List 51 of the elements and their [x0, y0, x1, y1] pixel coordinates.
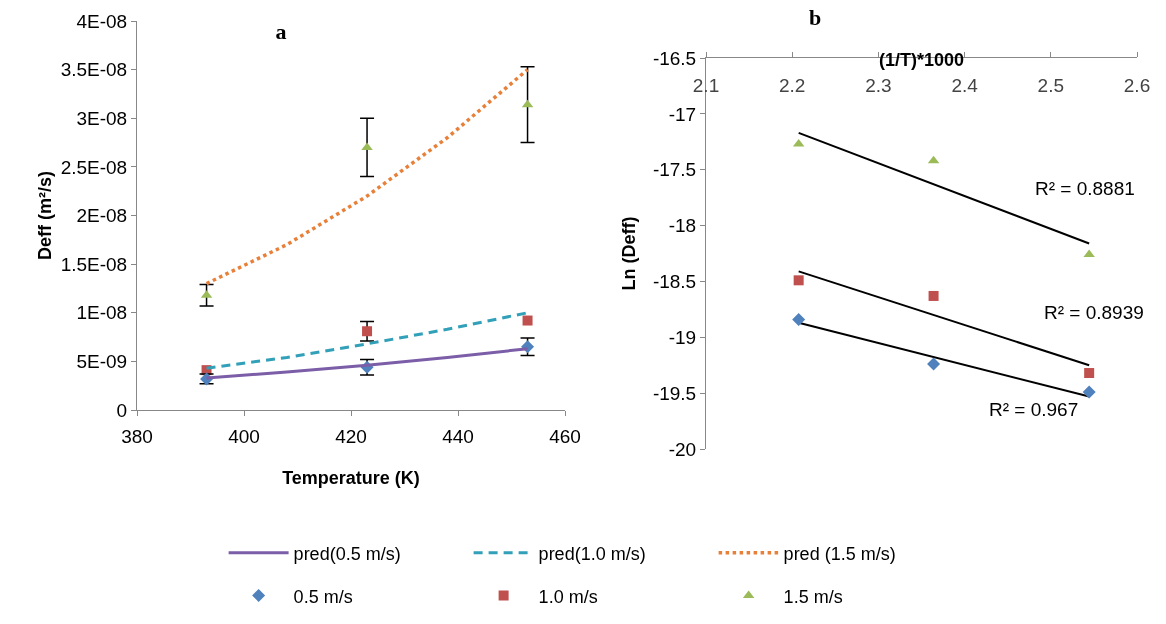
y-tick-label: 5E-09: [76, 351, 128, 373]
legend-label: 1.5 m/s: [783, 586, 843, 607]
x-tick-label: 2.5: [1037, 75, 1065, 97]
legend-label: 0.5 m/s: [293, 586, 353, 607]
point: [927, 357, 941, 371]
point: [1083, 249, 1095, 258]
line-series: [204, 67, 530, 286]
y-axis-title: Deff (m²/s): [34, 171, 55, 260]
y-tick-label: 3.5E-08: [60, 59, 128, 81]
x-tick-label: 2.3: [865, 75, 892, 97]
y-tick-label: -19.5: [652, 382, 697, 404]
annotation: R² = 0.967: [989, 399, 1079, 420]
chart-title: b: [808, 5, 822, 31]
y-tick-label: -17.5: [652, 159, 697, 181]
legend-label: 1.0 m/s: [538, 586, 598, 607]
x-axis-title: Temperature (K): [282, 467, 420, 488]
y-tick-label: 2.5E-08: [60, 156, 128, 178]
x-tick-label: 400: [228, 425, 260, 447]
x-tick-label: 420: [335, 425, 367, 447]
annotation: R² = 0.8881: [1035, 178, 1135, 199]
x-tick-label: 440: [442, 425, 474, 447]
x-axis-title: (1/T)*1000: [878, 49, 965, 70]
y-tick-label: 4E-08: [76, 10, 128, 32]
x-tick-label: 460: [549, 425, 581, 447]
y-tick-label: -18.5: [652, 271, 697, 293]
y-tick-label: 3E-08: [76, 107, 128, 129]
legend-label: pred(1.0 m/s): [538, 543, 646, 564]
x-tick-label: 2.4: [951, 75, 979, 97]
legend-label: pred(0.5 m/s): [293, 543, 401, 564]
annotation: R² = 0.8939: [1044, 302, 1144, 323]
point: [1084, 368, 1095, 379]
point: [792, 312, 806, 326]
y-tick-label: -16.5: [652, 47, 697, 69]
point: [793, 275, 804, 286]
y-tick-label: -17: [668, 103, 697, 125]
point: [928, 290, 939, 301]
y-tick-label: 1E-08: [76, 302, 128, 324]
x-tick-label: 2.6: [1123, 75, 1151, 97]
point: [522, 315, 533, 326]
x-tick-label: 2.2: [778, 75, 806, 97]
legend-label: pred (1.5 m/s): [783, 543, 896, 564]
point: [1082, 385, 1096, 399]
y-tick-label: 0: [116, 399, 128, 421]
chart-title: a: [275, 19, 287, 45]
y-axis-title: Ln (Deff): [619, 216, 640, 291]
x-tick-label: 380: [121, 425, 153, 447]
y-tick-label: -19: [668, 326, 697, 348]
y-tick-label: -18: [668, 215, 697, 237]
y-tick-label: 1.5E-08: [60, 253, 128, 275]
y-tick-label: -20: [668, 438, 697, 460]
y-tick-label: 2E-08: [76, 205, 128, 227]
